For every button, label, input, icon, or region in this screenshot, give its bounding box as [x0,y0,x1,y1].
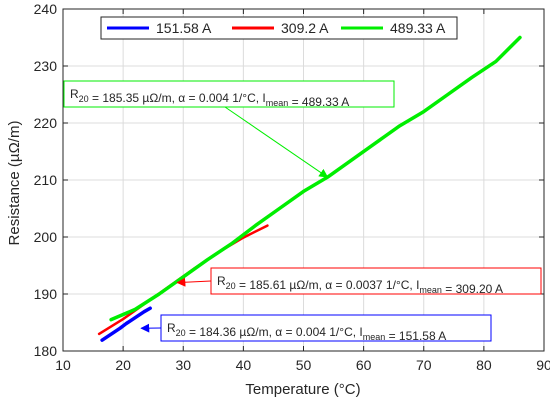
x-tick-label: 30 [175,357,191,373]
x-axis-label: Temperature (°C) [245,381,360,398]
legend-label: 151.58 A [156,20,212,36]
annotation-subscript: mean [419,285,442,295]
annotation-text-part: = 489.33 A [288,95,349,109]
x-tick-label: 10 [55,357,71,373]
x-tick-label: 20 [115,357,131,373]
annotation-3: R20 = 184.36 µΩ/m, α = 0.004 1/°C, Imean… [141,315,491,343]
y-tick-label: 240 [34,1,58,17]
y-axis-label: Resistance (µΩ/m) [6,121,23,246]
x-tick-label: 60 [356,357,372,373]
y-tick-label: 200 [34,229,58,245]
annotation-text-part: R [217,274,226,288]
x-tick-label: 90 [536,357,550,373]
annotation-text-part: = 309.20 A [442,282,503,296]
legend: 151.58 A 309.2 A 489.33 A [101,17,457,39]
annotation-text-part: R [167,321,176,335]
annotation-text-part: = 185.61 µΩ/m, α = 0.0037 1/°C, I [236,278,420,292]
x-tick-label: 50 [296,357,312,373]
annotation-subscript: 20 [79,94,89,104]
annotation-text-part: R [70,87,79,101]
legend-label: 489.33 A [390,20,446,36]
y-tick-label: 180 [34,343,58,359]
x-tick-label: 70 [416,357,432,373]
annotation-2: R20 = 185.61 µΩ/m, α = 0.0037 1/°C, Imea… [177,268,541,296]
annotation-text-part: = 151.58 A [385,329,446,343]
x-tick-label: 40 [236,357,252,373]
legend-label: 309.2 A [281,20,329,36]
annotation-subscript: mean [363,332,386,342]
y-tick-label: 190 [34,286,58,302]
annotation-text-part: = 184.36 µΩ/m, α = 0.004 1/°C, I [186,325,363,339]
annotation-subscript: 20 [226,281,236,291]
annotation-text-part: = 185.35 µΩ/m, α = 0.004 1/°C, I [89,91,266,105]
y-tick-label: 220 [34,115,58,131]
y-tick-label: 230 [34,58,58,74]
x-tick-label: 80 [476,357,492,373]
y-tick-label: 210 [34,172,58,188]
annotation-subscript: 20 [176,328,186,338]
annotation-subscript: mean [266,98,289,108]
